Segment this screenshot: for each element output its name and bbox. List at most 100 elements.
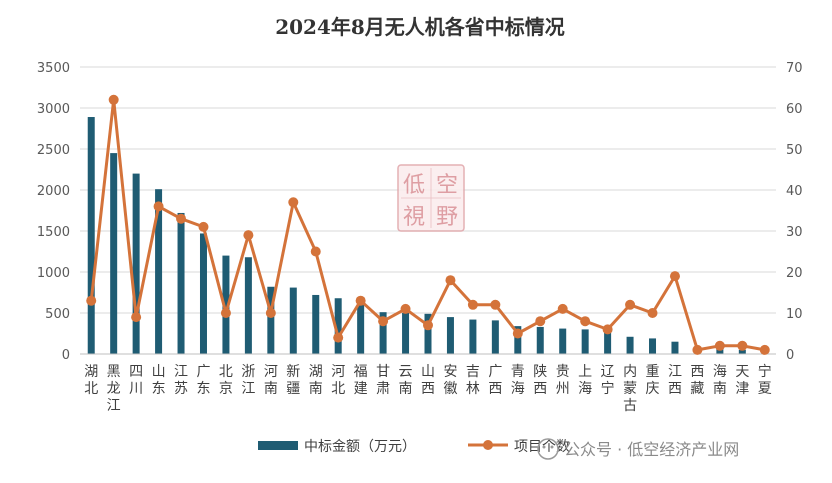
bar xyxy=(514,326,522,354)
category-label: 内蒙古 xyxy=(623,364,637,414)
left-tick-label: 2000 xyxy=(37,184,70,199)
bar xyxy=(155,189,163,354)
line-point xyxy=(355,295,366,306)
legend-bar-label: 中标金额（万元） xyxy=(304,439,416,455)
bar xyxy=(222,255,230,354)
line-series xyxy=(86,94,770,355)
account-watermark: 公众号 · 低空经济产业网 xyxy=(537,438,739,460)
category-label: 广西 xyxy=(488,364,502,397)
bar xyxy=(357,304,365,354)
line-point xyxy=(490,299,501,310)
line-point xyxy=(669,271,680,282)
stamp-watermark: 低 空 視 野 xyxy=(397,164,465,232)
category-label: 山东 xyxy=(152,364,166,397)
category-label: 重庆 xyxy=(646,364,660,397)
legend: 中标金额（万元） 项目个数 xyxy=(258,439,570,455)
category-label: 甘肃 xyxy=(376,364,390,397)
line-point xyxy=(714,340,725,351)
line-point xyxy=(400,303,411,314)
line-point xyxy=(737,340,748,351)
line-point xyxy=(625,299,636,310)
line-point xyxy=(759,344,770,355)
wechat-icon xyxy=(537,438,559,460)
category-label: 海南 xyxy=(713,364,727,397)
left-axis-ticks: 0 500 1000 1500 2000 2500 3000 3500 xyxy=(37,61,70,363)
line-point xyxy=(220,308,231,318)
category-label: 安徽 xyxy=(443,364,457,397)
line-point xyxy=(467,299,478,310)
category-label: 江苏 xyxy=(174,364,188,397)
bar xyxy=(402,313,410,354)
category-label: 天津 xyxy=(735,364,749,397)
line-point xyxy=(108,94,119,105)
watermark-text: 公众号 · 低空经济产业网 xyxy=(564,440,739,459)
line-point xyxy=(557,303,568,314)
right-tick-label: 70 xyxy=(786,61,803,76)
category-label: 辽宁 xyxy=(601,364,615,397)
category-label: 广东 xyxy=(196,364,210,397)
line-point xyxy=(580,316,591,327)
bar xyxy=(716,349,724,354)
left-tick-label: 1000 xyxy=(37,266,70,281)
line-point xyxy=(378,316,389,327)
bar xyxy=(267,286,275,354)
line-point xyxy=(288,197,299,208)
category-label: 山西 xyxy=(421,364,435,397)
bar xyxy=(424,313,432,354)
category-label: 福建 xyxy=(354,364,368,397)
left-tick-label: 1500 xyxy=(37,225,70,240)
category-label: 黑龙江 xyxy=(107,364,121,414)
bar xyxy=(334,298,342,354)
category-label: 吉林 xyxy=(466,364,480,397)
category-label: 河南 xyxy=(264,364,278,397)
right-tick-label: 40 xyxy=(786,184,803,199)
category-label: 宁夏 xyxy=(758,363,772,397)
bar xyxy=(581,329,589,354)
bar xyxy=(536,326,544,354)
line-point xyxy=(310,246,321,257)
category-label: 贵州 xyxy=(556,364,570,397)
bar xyxy=(199,233,207,354)
category-label: 云南 xyxy=(399,364,413,397)
left-tick-label: 3500 xyxy=(37,61,70,76)
category-label: 江西 xyxy=(668,364,682,397)
line-point xyxy=(243,230,254,241)
bar xyxy=(132,173,140,354)
line-point xyxy=(423,320,433,331)
category-label: 湖南 xyxy=(309,364,323,397)
category-label: 上海 xyxy=(578,364,592,397)
category-label: 西藏 xyxy=(690,364,704,397)
bar xyxy=(289,287,297,354)
bar xyxy=(446,317,454,354)
stamp-char: 空 xyxy=(436,173,458,198)
line-point xyxy=(198,221,209,232)
right-tick-label: 20 xyxy=(786,266,803,281)
bar xyxy=(649,338,657,354)
bar xyxy=(312,294,320,354)
category-labels: 湖北黑龙江四川山东江苏广东北京浙江河南新疆湖南河北福建甘肃云南山西安徽吉林广西青… xyxy=(84,363,772,414)
right-tick-label: 10 xyxy=(786,307,803,322)
bar xyxy=(559,328,567,354)
legend-bar-swatch xyxy=(258,441,298,450)
right-tick-label: 50 xyxy=(786,143,803,158)
category-label: 湖北 xyxy=(84,364,98,397)
right-axis-ticks: 0 10 20 30 40 50 60 70 xyxy=(786,61,803,363)
bar-series xyxy=(87,117,769,355)
line-point xyxy=(265,308,276,318)
stamp-char: 低 xyxy=(403,173,425,198)
left-tick-label: 3000 xyxy=(37,102,70,117)
bar xyxy=(626,336,634,354)
stamp-char: 野 xyxy=(436,205,458,230)
line-point xyxy=(333,332,344,343)
category-label: 四川 xyxy=(129,364,143,397)
bar xyxy=(379,312,387,354)
right-tick-label: 60 xyxy=(786,102,803,117)
line-point xyxy=(535,316,546,327)
right-tick-label: 0 xyxy=(786,348,794,363)
bar xyxy=(110,153,118,354)
line-point xyxy=(602,324,613,335)
line-point xyxy=(131,312,142,323)
stamp-char: 視 xyxy=(403,205,425,230)
left-tick-label: 2500 xyxy=(37,143,70,158)
